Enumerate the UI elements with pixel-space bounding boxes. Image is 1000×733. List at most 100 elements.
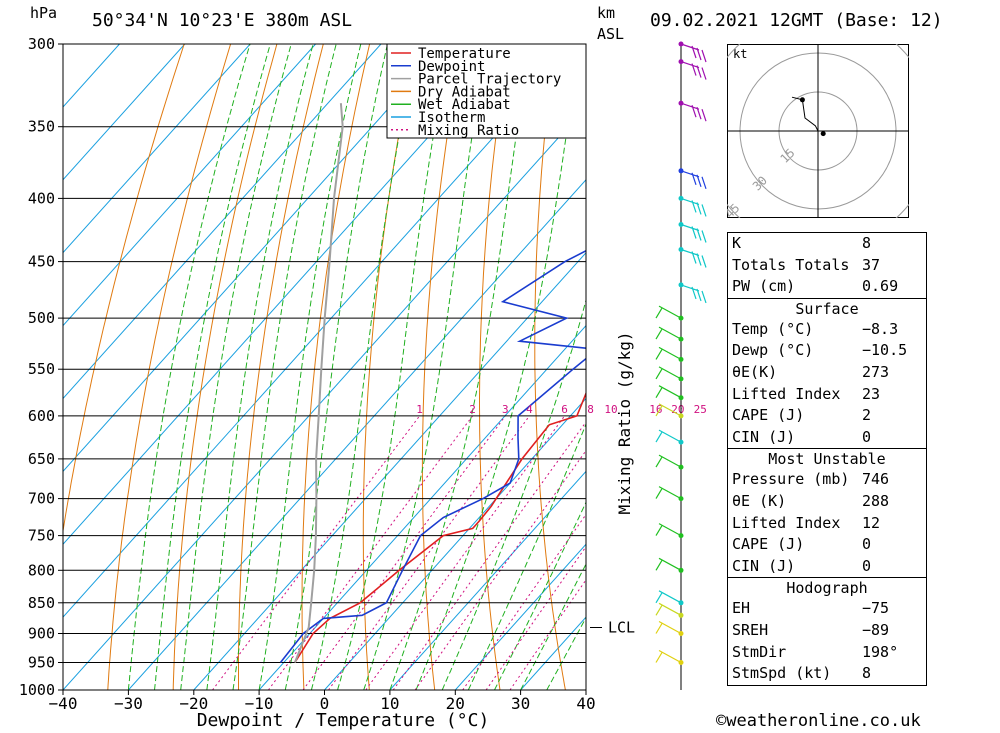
isotherm-line: [63, 44, 513, 545]
temperature-line: [294, 391, 586, 663]
stats-row: Temp (°C) −8.3: [728, 319, 926, 341]
stats-label: EH: [732, 599, 751, 618]
hodograph-table: Hodograph EH −75 SREH −89 StmDir 198° StmSpd (…: [727, 577, 927, 686]
isotherm-line: [258, 324, 586, 690]
asl-unit-label: ASL: [597, 25, 625, 43]
isotherm-line: [63, 44, 186, 181]
mixing-ratio-label: 3: [502, 403, 509, 416]
stats-row: StmSpd (kt) 8: [728, 663, 926, 685]
stats-value: 0: [862, 535, 872, 554]
wind-barb: [655, 486, 682, 500]
hodograph-title: Hodograph: [786, 579, 868, 598]
wet-adiabat-line: [546, 616, 586, 690]
isotherm-line: [454, 543, 586, 690]
isotherm-line: [389, 470, 586, 690]
y-tick-label: 300: [28, 35, 55, 53]
stats-value: −89: [862, 620, 890, 639]
stats-row: CIN (J) 0: [728, 556, 926, 578]
wind-barb: [655, 385, 682, 399]
stats-value: 0: [862, 556, 872, 575]
stats-row: CAPE (J) 0: [728, 534, 926, 556]
stats-value: 198°: [862, 642, 899, 661]
wind-barb: [680, 102, 707, 122]
wind-barb: [655, 602, 682, 616]
stats-label: StmDir: [732, 642, 787, 661]
wind-barb: [655, 403, 682, 417]
x-tick-label: 10: [380, 694, 399, 713]
stats-value: 273: [862, 362, 890, 381]
y-tick-label: 950: [28, 654, 55, 672]
stats-row: θE(K) 273: [728, 362, 926, 384]
wet-adiabat-line: [127, 44, 251, 690]
stats-value: 8: [862, 664, 872, 683]
wind-barb: [680, 61, 707, 80]
mixing-ratio-line: [509, 578, 586, 690]
storm-motion-point: [820, 131, 826, 137]
x-tick-label: 0: [320, 694, 330, 713]
stats-value: 746: [862, 470, 890, 489]
legend-label: Parcel Trajectory: [418, 72, 561, 88]
most-unstable-table: Most Unstable Pressure (mb) 746 θE (K) 288 L…: [727, 448, 927, 579]
lcl-label: LCL: [608, 619, 635, 637]
stats-row: Dewp (°C) −10.5: [728, 340, 926, 362]
x-tick-label: 30: [511, 694, 530, 713]
mixing-ratio-line: [392, 421, 586, 690]
wind-barb: [680, 197, 707, 217]
wet-adiabat-line: [337, 44, 451, 690]
mixing-ratio-label: 10: [604, 403, 617, 416]
y-tick-label: 550: [28, 360, 55, 378]
mixing-ratio-line: [302, 415, 506, 690]
hodograph-trace: [791, 96, 819, 132]
mixing-ratio-label: 8: [587, 403, 594, 416]
stats-value: 37: [862, 255, 881, 274]
wind-barb: [655, 620, 682, 635]
stats-value: 12: [862, 513, 881, 532]
y-tick-label: 900: [28, 625, 55, 643]
stats-value: 288: [862, 491, 890, 510]
dry-adiabat-line: [972, 44, 1000, 690]
wind-barb: [655, 557, 682, 571]
mixing-ratio-label: 2: [469, 403, 476, 416]
stats-label: CIN (J): [732, 556, 796, 575]
stats-label: SREH: [732, 620, 769, 639]
isotherm-line: [63, 44, 120, 108]
isotherm-line: [63, 106, 586, 690]
legend-label: Mixing Ratio: [418, 123, 519, 139]
dry-adiabat-line: [926, 44, 1000, 690]
isotherm-line: [63, 44, 382, 400]
wind-barb: [680, 248, 707, 268]
location-title: 50°34'N 10°23'E 380m ASL: [92, 10, 353, 31]
mixing-ratio-label: 1: [416, 403, 423, 416]
mixing-ratio-line: [212, 415, 420, 690]
stats-panel: K 8 Totals Totals 37 PW (cm) 0.69 Surface Tem…: [727, 232, 927, 686]
legend-label: Dewpoint: [418, 59, 485, 75]
stats-row: EH −75: [728, 598, 926, 620]
y-tick-label: 350: [28, 118, 55, 136]
footer-credit[interactable]: ©weatheronline.co.uk: [716, 711, 921, 731]
stats-value: −10.5: [862, 341, 908, 360]
hodograph-unit-label: kt: [733, 47, 747, 61]
mixing-ratio-label: 6: [561, 403, 568, 416]
wet-adiabat-line: [467, 422, 586, 690]
wet-adiabat-line: [258, 44, 362, 690]
hpa-unit-label: hPa: [30, 4, 58, 22]
isotherm-line: [63, 44, 578, 618]
stats-row: CAPE (J) 2: [728, 405, 926, 427]
wet-adiabat-line: [494, 501, 586, 690]
isotherm-line: [128, 179, 586, 690]
y-tick-label: 800: [28, 561, 55, 579]
mixing-ratio-label: 16: [649, 403, 662, 416]
isotherm-line: [63, 44, 316, 327]
y-tick-label: 700: [28, 490, 55, 508]
stats-row: Lifted Index 23: [728, 384, 926, 406]
stats-row: StmDir 198°: [728, 642, 926, 664]
plot-frame: [62, 43, 587, 691]
mixing-ratio-axis-title: Mixing Ratio (g/kg): [615, 331, 634, 514]
y-tick-label: 1000: [19, 681, 55, 699]
stats-row: CIN (J) 0: [728, 427, 926, 449]
stats-value: 8: [862, 234, 872, 252]
stats-label: K: [732, 234, 742, 252]
dry-adiabat-line: [107, 44, 232, 690]
